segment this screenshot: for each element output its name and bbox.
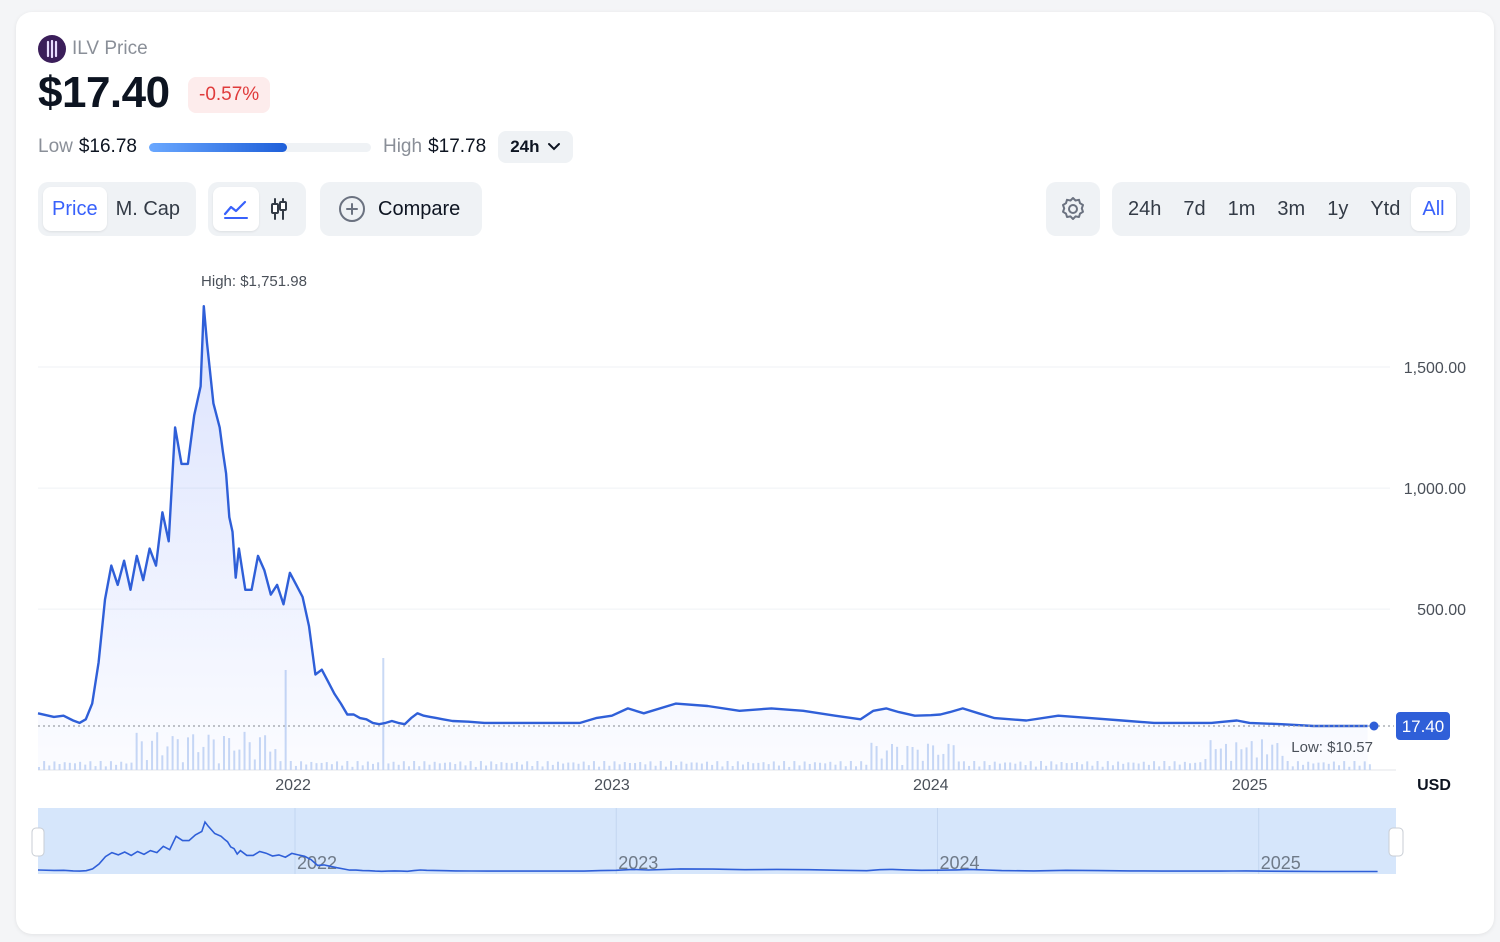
navigator-tick-label: 2024 [939,853,979,873]
candlestick-chart-button[interactable] [259,187,299,231]
navigator-line [37,820,1378,873]
price-chart-card [16,12,1494,934]
range-period-value: 24h [510,137,540,156]
volume-bar [382,658,385,770]
range-period-dropdown[interactable]: 24h [498,131,574,163]
coin-title: ILV Price [72,38,148,59]
low-annotation: Low: $10.57 [1291,739,1373,756]
chart-settings-button[interactable] [1046,182,1100,236]
y-tick-label: 500.00 [1417,602,1466,619]
price-area [38,306,1368,770]
low-value: $16.78 [78,136,137,157]
volume-bar [1368,764,1371,770]
timeframe-all[interactable]: All [1411,187,1456,231]
compare-button[interactable]: Compare [320,182,482,236]
chart-type-toggle [208,182,306,236]
current-price-dot [1369,721,1379,731]
coin-header: ILV Price [38,35,148,63]
navigator-tick-label: 2025 [1261,853,1301,873]
timeframe-3m[interactable]: 3m [1277,197,1306,220]
tab-price[interactable]: Price [43,187,107,231]
x-tick-label: 2022 [275,777,311,794]
price-line [37,305,1368,728]
x-tick-label: 2023 [594,777,630,794]
plus-circle-icon [339,196,365,222]
illuvium-logo-icon [38,35,66,63]
timeframe-7d[interactable]: 7d [1183,197,1206,220]
timeframe-1m[interactable]: 1m [1227,197,1256,220]
current-price-label: 17.40 [1396,712,1450,740]
range-navigator[interactable]: 2022 2023 2024 2025 [31,808,1404,874]
navigator-right-handle[interactable] [1388,827,1404,857]
low-label: Low [38,136,73,157]
gear-icon [1062,197,1084,220]
line-chart-icon [223,200,248,219]
timeframe-selector: 24h 7d 1m 3m 1y Ytd All [1112,182,1470,236]
timeframe-24h[interactable]: 24h [1128,197,1162,220]
timeframe-1y[interactable]: 1y [1327,197,1349,220]
navigator-tick-label: 2023 [618,853,658,873]
current-price: $17.40 [38,68,170,117]
high-label: High [382,136,423,157]
timeframe-ytd[interactable]: Ytd [1370,197,1401,220]
candlestick-icon [271,198,287,220]
y-tick-label: 1,500.00 [1404,360,1466,377]
range-bar [148,142,371,152]
price-range: Low $16.78 High $17.78 24h [38,131,574,163]
y-tick-label: 1,000.00 [1404,481,1466,498]
tab-market-cap[interactable]: M. Cap [115,197,181,220]
current-price-label-text: 17.40 [1402,717,1445,736]
x-tick-label: 2024 [913,777,949,794]
high-annotation: High: $1,751.98 [201,273,307,290]
line-chart-button[interactable] [213,187,259,231]
range-bar-fill [148,142,287,152]
currency-label: USD [1417,777,1451,794]
chevron-down-icon [548,143,561,151]
compare-label: Compare [378,197,461,220]
price-change-badge: -0.57% [188,77,271,113]
x-tick-label: 2025 [1232,777,1268,794]
high-value: $17.78 [428,136,487,157]
metric-toggle: Price M. Cap [38,182,196,236]
navigator-left-handle[interactable] [31,827,45,857]
